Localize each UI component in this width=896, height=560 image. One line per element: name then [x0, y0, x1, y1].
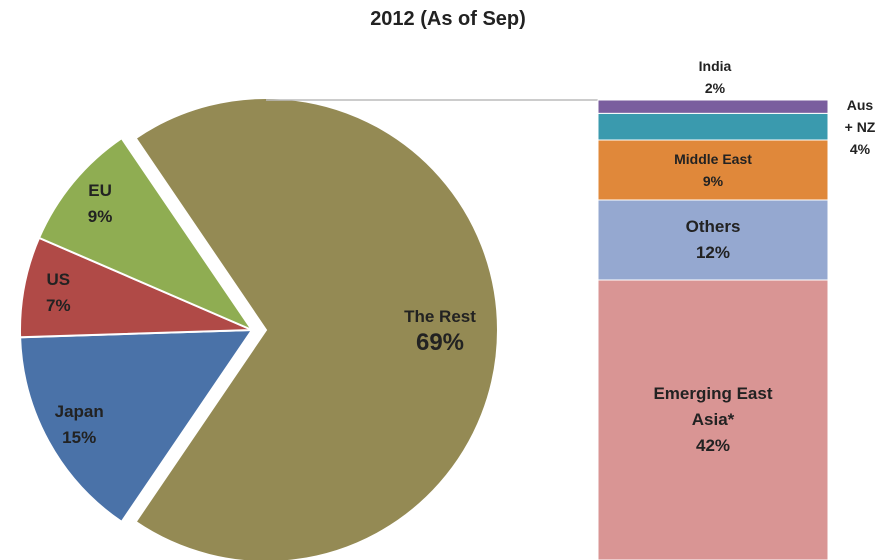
category-label: Japan — [54, 402, 104, 421]
category-label: Middle East — [674, 151, 752, 167]
pie-slice — [37, 136, 255, 333]
data-label: Emerging East Asia* 42% — [638, 381, 788, 459]
value-label: 9% — [87, 207, 113, 227]
bar-segment — [597, 99, 829, 114]
value-label: 9% — [702, 173, 724, 189]
pie-slice — [19, 328, 254, 524]
value-label: 7% — [45, 296, 71, 316]
category-label: Others — [685, 217, 741, 236]
bar-segment — [597, 139, 829, 201]
value-label: 4% — [849, 141, 871, 157]
category-label: Emerging East Asia* — [653, 384, 773, 429]
pie-slice — [134, 97, 499, 560]
value-label: 15% — [62, 428, 97, 447]
category-label: India — [698, 58, 732, 74]
data-label: US 7% — [46, 267, 71, 319]
category-label: The Rest — [404, 307, 476, 326]
category-label: Aus + NZ — [844, 97, 876, 135]
bar-segment — [597, 112, 829, 141]
value-label: 69% — [415, 329, 465, 356]
value-label: 12% — [695, 243, 731, 262]
chart-title: 2012 (As of Sep) — [370, 8, 526, 30]
value-label: 2% — [704, 80, 726, 96]
data-label: Japan 15% — [55, 399, 104, 451]
bar-segment — [597, 279, 829, 560]
data-label: India 2% — [699, 55, 732, 99]
category-label: EU — [88, 181, 112, 201]
data-label: Aus + NZ 4% — [842, 94, 878, 160]
pie-slice — [19, 236, 253, 339]
data-label: Middle East 9% — [674, 148, 752, 192]
data-label: EU 9% — [88, 178, 113, 230]
data-label: The Rest 69% — [404, 304, 476, 356]
value-label: 42% — [695, 436, 731, 455]
bar-segment — [597, 199, 829, 281]
data-label: Others 12% — [686, 214, 741, 266]
category-label: US — [46, 270, 71, 290]
